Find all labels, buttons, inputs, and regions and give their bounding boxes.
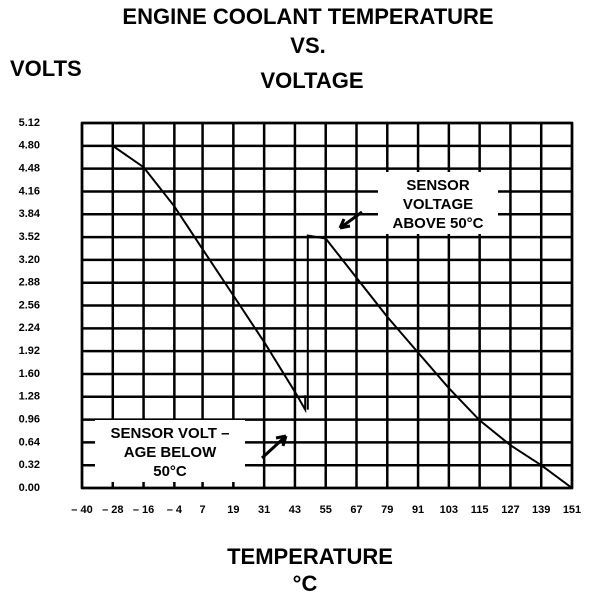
- x-tick-label: 127: [501, 504, 519, 516]
- x-tick-label: 67: [350, 504, 362, 516]
- y-tick-label: 5.12: [19, 117, 40, 129]
- y-tick-label: 1.60: [19, 368, 40, 380]
- x-tick-label: 31: [258, 504, 270, 516]
- x-tick-label: 139: [532, 504, 550, 516]
- data-line: [306, 234, 573, 489]
- y-tick-label: 2.24: [19, 322, 41, 334]
- chart-title: VS.: [290, 33, 325, 58]
- arrow: [338, 210, 363, 230]
- y-tick-label: 2.56: [19, 299, 40, 311]
- data-line: [111, 123, 307, 414]
- x-tick-label: – 40: [71, 504, 92, 516]
- x-tick-label: 91: [412, 504, 424, 516]
- x-tick-label: 103: [440, 504, 458, 516]
- x-tick-label: – 16: [133, 504, 154, 516]
- annotation: SENSOR: [406, 177, 470, 194]
- y-tick-label: 2.88: [19, 277, 40, 289]
- x-tick-label: 79: [381, 504, 393, 516]
- y-tick-label: 3.20: [19, 254, 40, 266]
- y-tick-label: 0.00: [19, 482, 40, 494]
- x-tick-label: 7: [200, 504, 206, 516]
- annotation: AGE BELOW: [124, 444, 217, 461]
- y-tick-label: 0.64: [19, 436, 41, 448]
- x-tick-label: 43: [289, 504, 301, 516]
- y-tick-label: 4.80: [19, 140, 40, 152]
- x-tick-label: – 4: [167, 504, 183, 516]
- annotation-box: [95, 420, 245, 482]
- y-tick-label: 3.84: [19, 208, 41, 220]
- x-axis-label: °C: [293, 571, 318, 596]
- y-tick-label: 0.32: [19, 459, 40, 471]
- annotation: 50°C: [153, 463, 187, 480]
- y-tick-label: 1.92: [19, 345, 40, 357]
- annotation-box: [378, 172, 498, 234]
- y-tick-label: 3.52: [19, 231, 40, 243]
- x-tick-label: 55: [320, 504, 332, 516]
- x-axis-label: TEMPERATURE: [227, 544, 393, 569]
- x-tick-label: 151: [563, 504, 581, 516]
- y-tick-label: 4.48: [19, 163, 40, 175]
- x-tick-label: 19: [227, 504, 239, 516]
- arrow: [260, 434, 288, 460]
- y-tick-label: 1.28: [19, 391, 40, 403]
- x-tick-label: 115: [471, 504, 489, 516]
- chart-title: ENGINE COOLANT TEMPERATURE: [122, 4, 493, 29]
- plot-frame: [80, 121, 574, 490]
- annotation: VOLTAGE: [403, 196, 473, 213]
- y-axis-label: VOLTS: [10, 56, 82, 81]
- x-tick-label: – 28: [102, 504, 123, 516]
- annotation: ABOVE 50°C: [392, 215, 483, 232]
- y-tick-label: 0.96: [19, 413, 40, 425]
- chart-title: VOLTAGE: [260, 68, 363, 93]
- y-tick-label: 4.16: [19, 185, 40, 197]
- annotation: SENSOR VOLT –: [111, 425, 230, 442]
